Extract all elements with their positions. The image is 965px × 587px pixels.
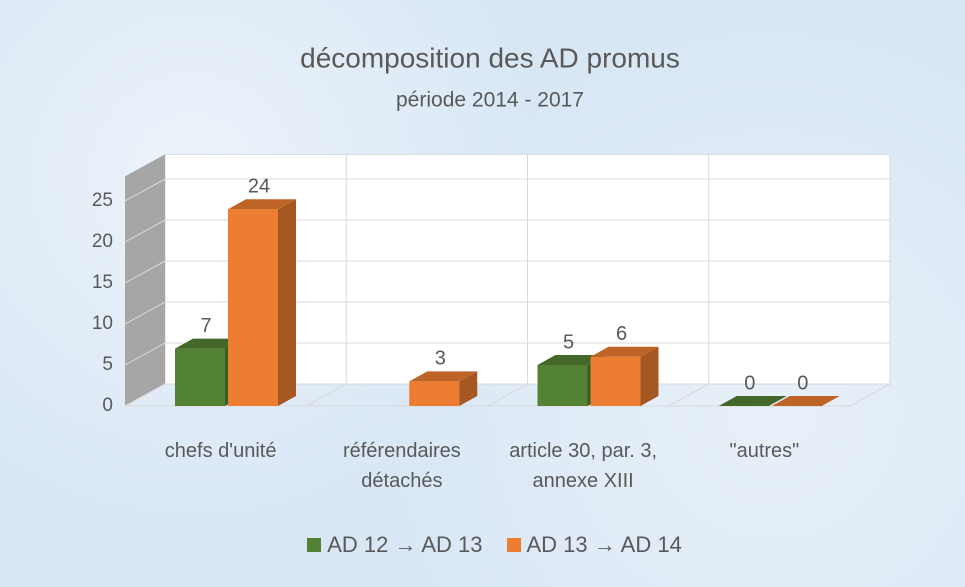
bar-top — [718, 396, 787, 406]
bar-top — [590, 346, 659, 357]
grid-line — [124, 342, 890, 366]
bar-top — [409, 371, 478, 382]
y-tick-label: 20 — [92, 231, 113, 252]
bar-front — [228, 209, 278, 406]
y-tick-label: 25 — [92, 190, 113, 211]
bar-front — [537, 365, 588, 406]
data-label: 6 — [616, 323, 627, 345]
x-tick-label: article 30, par. 3, annexe XIII — [509, 440, 658, 492]
y-tick-label: 15 — [92, 272, 113, 293]
bar-top — [228, 199, 296, 210]
bar-top — [537, 355, 606, 365]
category-divider — [487, 383, 528, 407]
data-label: 0 — [744, 372, 755, 394]
bar-front — [175, 348, 225, 406]
grid-line — [124, 260, 890, 284]
bar-side — [640, 346, 659, 406]
y-tick-label: 10 — [92, 313, 113, 334]
x-tick-label: chefs d'unité — [164, 440, 277, 462]
data-label: 5 — [563, 331, 574, 353]
legend-swatch — [307, 538, 322, 552]
x-tick-label: "autres" — [729, 440, 800, 462]
chart-title: décomposition des AD promus — [300, 42, 680, 73]
grid-line — [124, 301, 890, 325]
grid-line — [124, 178, 890, 202]
data-label: 3 — [435, 348, 446, 370]
bar-side — [278, 199, 296, 406]
bar-front — [590, 356, 641, 406]
side-wall — [125, 154, 165, 406]
legend-label: AD 13 → AD 14 — [526, 532, 682, 557]
legend-swatch — [506, 538, 521, 552]
bar-top — [771, 396, 840, 406]
bar-top — [175, 338, 243, 349]
legend-label: AD 12 → AD 13 — [327, 532, 483, 557]
category-divider — [306, 383, 347, 407]
category-divider — [668, 383, 709, 407]
data-label: 24 — [248, 175, 270, 197]
y-tick-label: 0 — [102, 395, 113, 416]
bar-side — [459, 371, 478, 406]
grid-line — [124, 219, 890, 243]
y-tick-label: 5 — [102, 354, 113, 375]
data-label: 0 — [797, 372, 808, 394]
data-label: 7 — [200, 315, 211, 337]
chart-subtitle: période 2014 - 2017 — [396, 89, 584, 112]
legend: AD 12 → AD 13 AD 13 → AD 14 — [0, 532, 965, 558]
bar-front — [409, 381, 460, 406]
x-tick-label: référendaires détachés — [342, 440, 461, 492]
